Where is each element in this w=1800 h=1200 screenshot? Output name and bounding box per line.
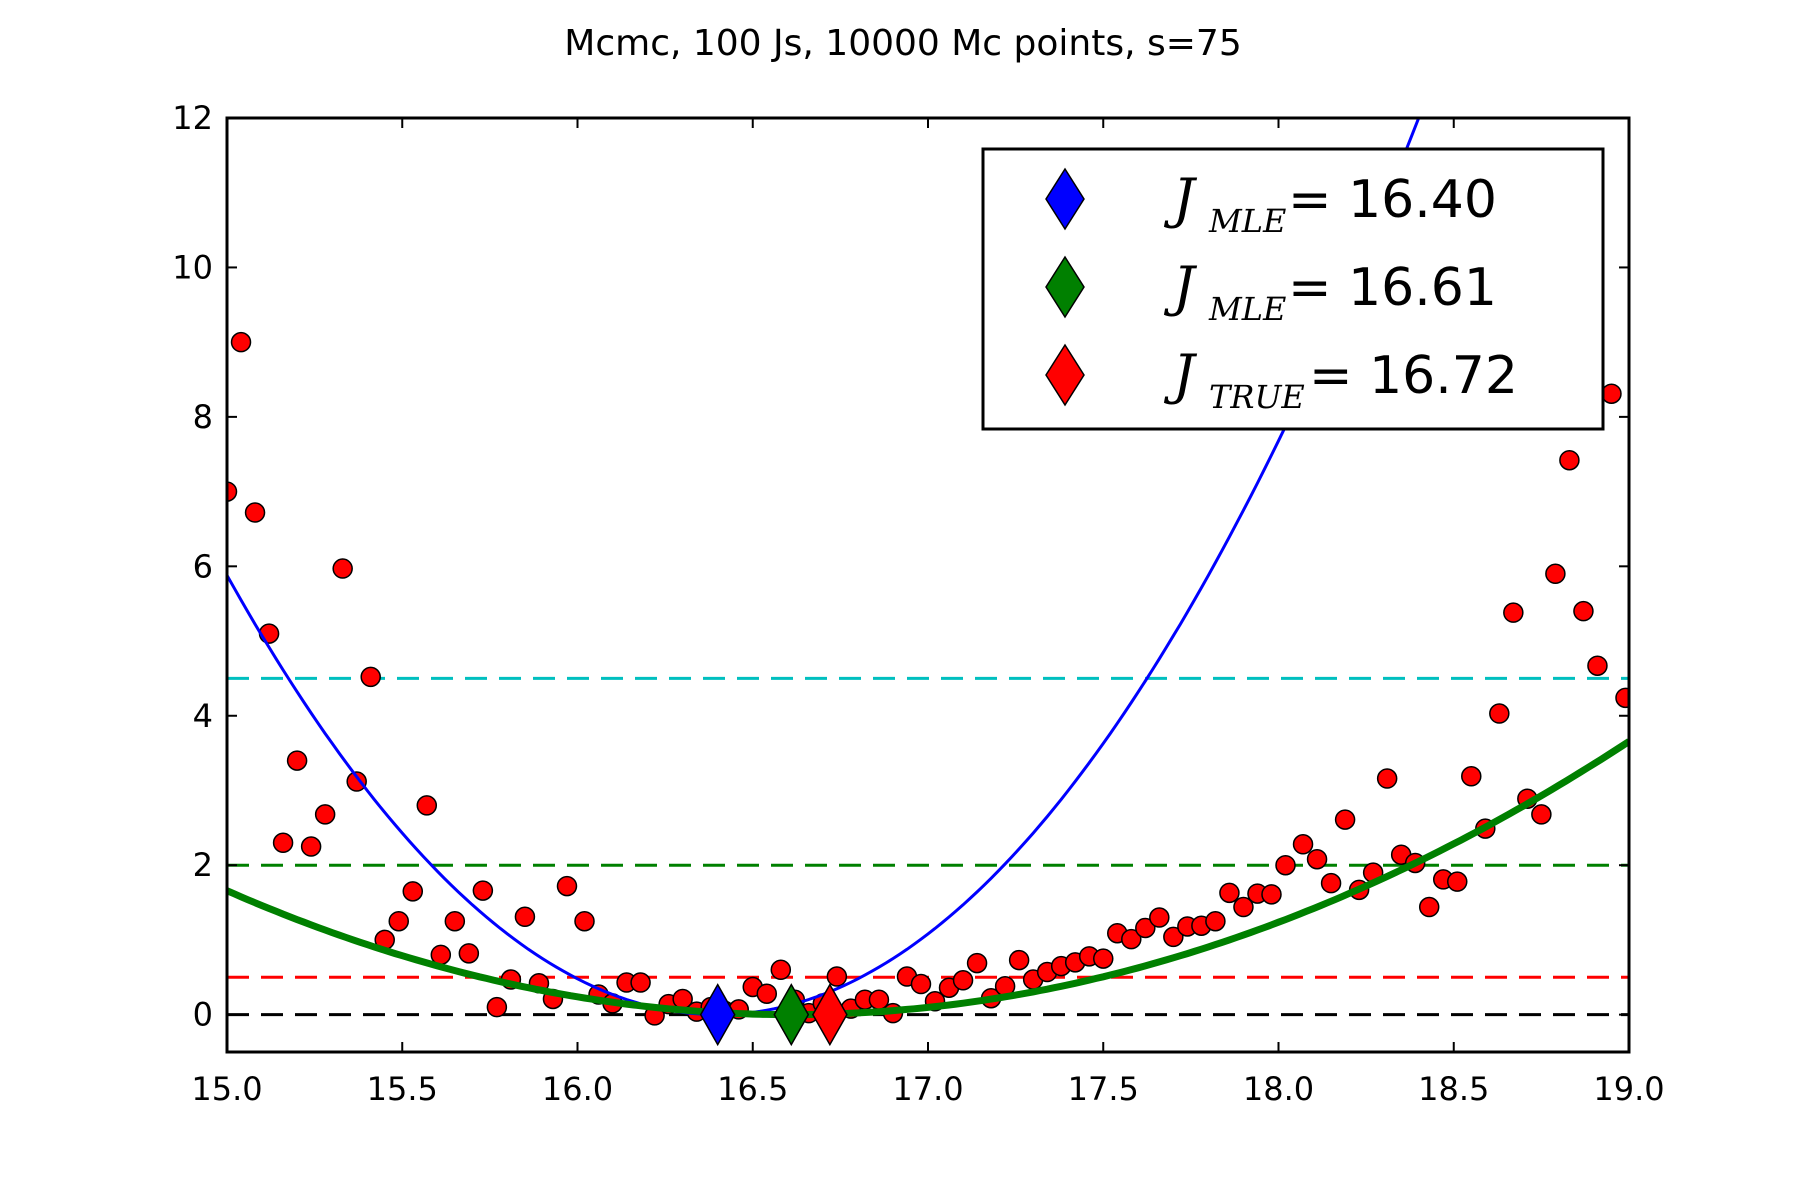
- legend-value: = 16.61: [1288, 258, 1497, 318]
- x-tick-label: 18.5: [1418, 1070, 1489, 1108]
- legend-value: = 16.40: [1288, 170, 1497, 230]
- data-point: [952, 970, 974, 991]
- data-point: [770, 959, 792, 981]
- data-point: [630, 972, 651, 993]
- data-point: [1093, 948, 1114, 969]
- legend-marker: [1045, 255, 1085, 319]
- chart-title: Mcmc, 100 Js, 10000 Mc points, s=75: [564, 23, 1241, 64]
- data-point: [1587, 655, 1608, 676]
- data-point: [1545, 563, 1566, 585]
- data-point: [1306, 848, 1328, 870]
- estimate-marker-1: [773, 983, 810, 1047]
- y-tick-label: 6: [193, 547, 213, 585]
- y-tick-label: 10: [172, 248, 213, 286]
- data-point: [227, 481, 238, 502]
- data-point: [388, 910, 409, 932]
- data-point: [346, 771, 367, 792]
- data-point: [514, 906, 536, 928]
- x-tick-label: 16.0: [542, 1070, 613, 1108]
- data-point: [1219, 882, 1240, 904]
- y-tick-label: 2: [193, 846, 213, 884]
- data-point: [1461, 766, 1482, 787]
- x-tick-label: 16.5: [717, 1070, 788, 1108]
- data-point: [1149, 907, 1170, 928]
- data-point: [1615, 687, 1629, 709]
- y-tick-label: 4: [193, 697, 213, 735]
- data-point: [472, 880, 494, 901]
- data-point: [1292, 834, 1314, 855]
- x-tick-label: 15.0: [191, 1070, 262, 1108]
- data-point: [966, 952, 988, 974]
- data-point: [1601, 383, 1622, 404]
- legend-subscript: MLE: [1208, 202, 1286, 240]
- data-point: [574, 910, 595, 932]
- data-point: [1376, 768, 1398, 789]
- data-point: [1573, 600, 1594, 622]
- legend-box: [981, 147, 1605, 431]
- data-point: [1559, 449, 1580, 471]
- data-point: [1503, 602, 1524, 623]
- data-point: [1233, 896, 1254, 918]
- data-point: [1205, 910, 1226, 932]
- data-point: [1163, 926, 1184, 948]
- estimate-marker-2: [811, 983, 848, 1047]
- data-point: [756, 983, 778, 1004]
- legend-value: = 16.72: [1309, 346, 1518, 406]
- data-point: [556, 875, 578, 897]
- x-tick-label: 17.5: [1068, 1070, 1139, 1108]
- x-tick-label: 18.0: [1243, 1070, 1314, 1108]
- data-point: [286, 750, 308, 771]
- data-point: [1320, 872, 1342, 894]
- data-point: [272, 832, 294, 854]
- data-point: [244, 502, 266, 523]
- data-point: [826, 966, 848, 987]
- data-point: [444, 910, 466, 932]
- data-point: [1531, 804, 1552, 825]
- fit-curve-1: [227, 738, 1629, 1019]
- data-point: [332, 558, 353, 579]
- data-point: [360, 666, 381, 688]
- data-point: [314, 804, 336, 825]
- y-tick-label: 12: [172, 99, 213, 137]
- data-point: [300, 836, 322, 857]
- data-point: [910, 973, 932, 995]
- legend-marker: [1045, 343, 1085, 407]
- legend-subscript: MLE: [1208, 290, 1286, 328]
- x-tick-label: 15.5: [367, 1070, 438, 1108]
- data-point: [1261, 884, 1282, 905]
- y-tick-label: 8: [193, 398, 213, 436]
- data-point: [402, 881, 424, 902]
- data-point: [416, 795, 438, 816]
- estimate-marker-0: [699, 983, 736, 1047]
- data-point: [486, 996, 508, 1018]
- data-point: [458, 943, 480, 964]
- data-point: [1121, 928, 1142, 950]
- data-point: [1418, 896, 1440, 918]
- data-point: [1275, 854, 1296, 876]
- y-tick-label: 0: [193, 996, 213, 1034]
- legend-marker: [1045, 167, 1085, 231]
- x-tick-label: 19.0: [1593, 1070, 1664, 1108]
- data-point: [230, 331, 252, 353]
- x-tick-label: 17.0: [892, 1070, 963, 1108]
- data-point: [1489, 703, 1510, 724]
- data-point: [1008, 949, 1030, 971]
- data-point: [1135, 917, 1156, 939]
- data-point: [1334, 809, 1356, 830]
- legend-subscript: TRUE: [1209, 378, 1305, 416]
- data-point: [1447, 871, 1468, 892]
